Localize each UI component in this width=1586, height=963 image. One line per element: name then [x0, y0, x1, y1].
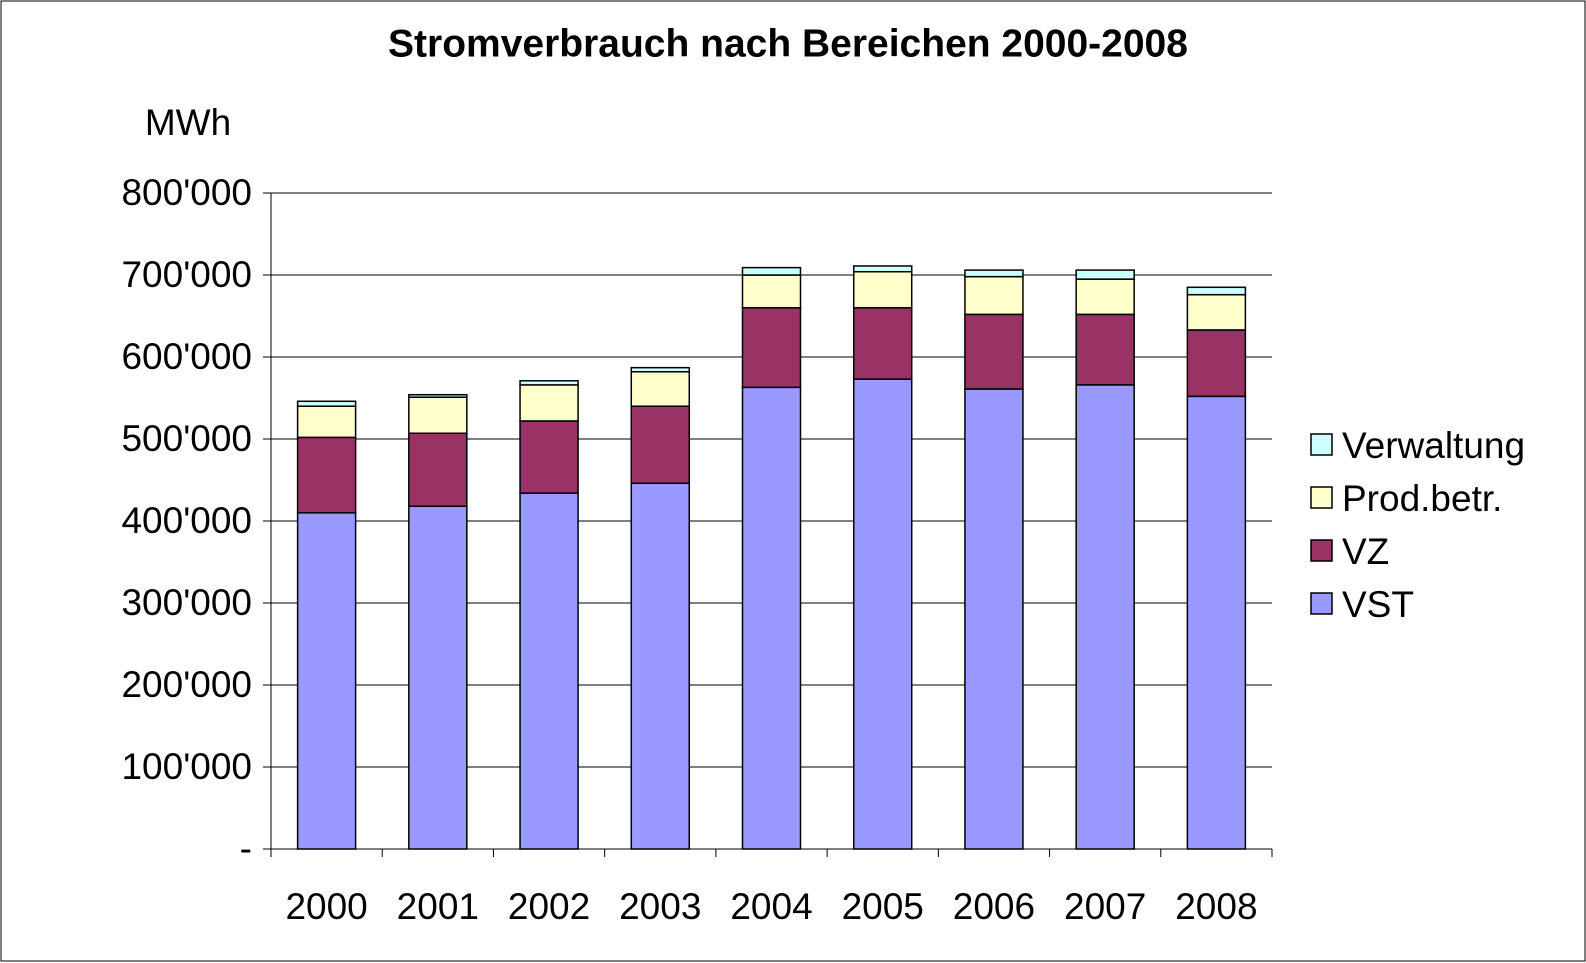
bar-segment [1186, 329, 1247, 398]
y-tick-label: 800'000 [121, 172, 252, 213]
y-tick-label: 400'000 [121, 500, 252, 541]
bar-segment [741, 274, 802, 309]
legend-label: VST [1342, 584, 1414, 625]
bar-segment [1186, 293, 1247, 331]
bar-segment [852, 378, 913, 850]
legend-swatch [1310, 486, 1333, 509]
bar-segment [296, 512, 357, 850]
bar-segment [1075, 384, 1135, 850]
y-tick-label: 300'000 [121, 582, 252, 623]
chart-title: Stromverbrauch nach Bereichen 2000-2008 [388, 22, 1188, 65]
bar-segment [1075, 278, 1135, 316]
bar-segment [1186, 395, 1247, 850]
bar-segment [630, 371, 691, 407]
y-axis-label: MWh [145, 102, 231, 143]
x-tick-label: 2005 [842, 886, 924, 927]
bar-segment [1186, 286, 1247, 296]
legend-swatch [1310, 433, 1333, 456]
bar-segment [741, 386, 802, 850]
legend-label: VZ [1342, 531, 1389, 572]
y-tick-label: 200'000 [121, 664, 252, 705]
x-tick-label: 2001 [397, 886, 479, 927]
bar-segment [296, 405, 357, 439]
bar-segment [964, 313, 1024, 390]
bar-segment [519, 380, 579, 386]
bar-segment [408, 396, 468, 435]
bar-segment [964, 388, 1024, 850]
bar-segment [741, 266, 802, 276]
bar-segment [630, 366, 691, 373]
x-tick-label: 2000 [285, 886, 367, 927]
y-tick-label: 500'000 [121, 418, 252, 459]
bar-segment [741, 307, 802, 389]
bar-segment [852, 307, 913, 380]
bar-segment [1075, 269, 1135, 280]
x-tick-label: 2004 [730, 886, 812, 927]
y-tick-label: - [240, 828, 252, 869]
x-tick-label: 2008 [1175, 886, 1257, 927]
legend-swatch [1310, 592, 1333, 615]
bar-segment [852, 270, 913, 309]
x-tick-label: 2007 [1064, 886, 1146, 927]
bar-segment [519, 492, 579, 850]
bar-segment [630, 482, 691, 850]
y-tick-label: 600'000 [121, 336, 252, 377]
x-tick-label: 2003 [619, 886, 701, 927]
bar-segment [964, 269, 1024, 278]
legend-label: Prod.betr. [1342, 478, 1502, 519]
x-tick-label: 2006 [953, 886, 1035, 927]
y-tick-label: 100'000 [121, 746, 252, 787]
bar-segment [408, 432, 468, 507]
bar-segment [852, 265, 913, 273]
bar-segment [296, 436, 357, 514]
bar-segment [296, 400, 357, 407]
bar-segment [1075, 313, 1135, 386]
bar-segment [964, 275, 1024, 316]
bar-segment [408, 505, 468, 850]
y-tick-label: 700'000 [121, 254, 252, 295]
legend-label: Verwaltung [1342, 425, 1525, 466]
legend-swatch [1310, 539, 1333, 562]
x-tick-label: 2002 [508, 886, 590, 927]
bar-segment [630, 405, 691, 485]
bar-segment [408, 393, 468, 398]
bar-segment [519, 384, 579, 422]
bar-segment [519, 420, 579, 494]
